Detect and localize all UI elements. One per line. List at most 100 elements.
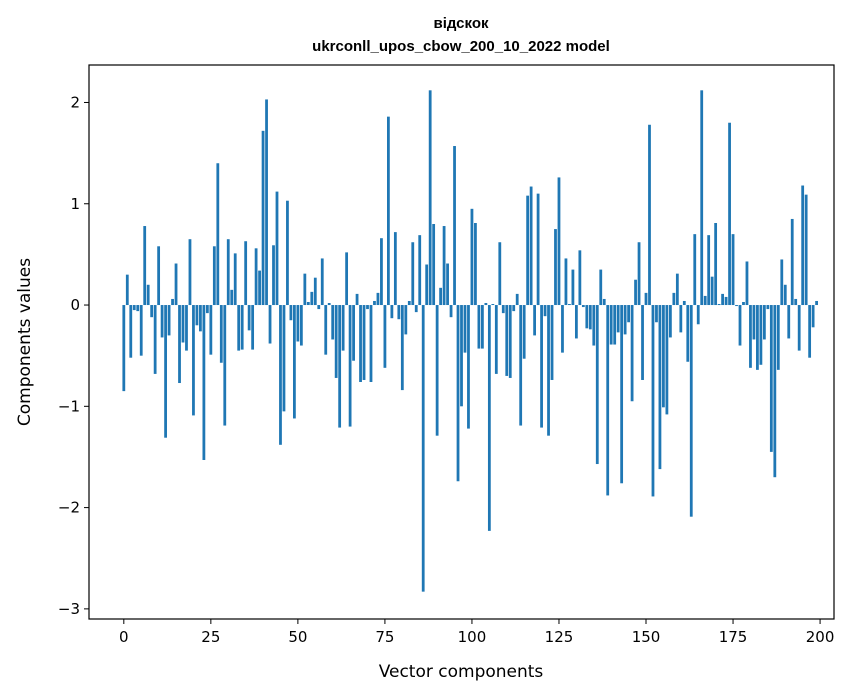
bar-140 <box>609 305 613 345</box>
bar-5 <box>139 305 143 356</box>
bar-126 <box>561 305 564 353</box>
bar-72 <box>373 300 376 306</box>
x-tick-label: 0 <box>119 628 129 646</box>
bar-25 <box>209 305 213 355</box>
bar-130 <box>574 305 578 339</box>
bar-196 <box>804 194 808 306</box>
bar-37 <box>251 305 255 350</box>
bar-38 <box>254 248 258 306</box>
bar-74 <box>380 238 383 306</box>
bar-172 <box>721 293 724 306</box>
bar-43 <box>272 245 275 306</box>
bar-90 <box>435 305 439 436</box>
bar-155 <box>662 305 665 408</box>
y-tick-label: 2 <box>70 93 80 111</box>
bar-99 <box>467 305 470 429</box>
bar-143 <box>620 305 624 484</box>
y-tick-label: −2 <box>58 499 80 517</box>
bar-186 <box>769 305 773 452</box>
bar-14 <box>171 298 174 306</box>
bar-115 <box>522 305 526 359</box>
bar-13 <box>167 305 171 336</box>
bar-162 <box>686 305 690 362</box>
bar-35 <box>244 241 248 306</box>
bar-190 <box>783 284 787 306</box>
bar-132 <box>581 305 585 308</box>
bar-173 <box>724 296 728 306</box>
bar-136 <box>595 305 599 465</box>
bar-189 <box>780 259 784 306</box>
bar-44 <box>275 191 279 306</box>
bar-166 <box>700 90 704 306</box>
bar-167 <box>703 295 707 306</box>
bar-103 <box>481 305 484 349</box>
bar-24 <box>205 305 209 314</box>
bar-157 <box>668 305 672 338</box>
bar-65 <box>348 305 352 427</box>
bar-122 <box>547 305 550 436</box>
bar-128 <box>568 304 571 306</box>
bar-97 <box>460 305 463 407</box>
bar-67 <box>355 293 359 306</box>
bar-116 <box>526 195 530 306</box>
bar-131 <box>578 250 582 306</box>
bar-64 <box>345 252 349 306</box>
bar-19 <box>188 239 192 306</box>
bar-154 <box>658 305 662 470</box>
bar-175 <box>731 234 735 306</box>
x-tick-label: 150 <box>632 628 661 646</box>
bar-8 <box>150 305 154 318</box>
bar-77 <box>390 305 394 319</box>
bar-198 <box>811 305 815 328</box>
bar-54 <box>310 291 314 306</box>
bar-134 <box>588 305 592 330</box>
bar-124 <box>554 229 557 306</box>
bar-85 <box>418 235 422 306</box>
bar-138 <box>602 298 606 306</box>
bar-180 <box>749 305 752 368</box>
bar-105 <box>487 305 491 531</box>
bar-53 <box>306 301 310 306</box>
bar-79 <box>397 305 401 320</box>
bar-10 <box>157 246 161 306</box>
bar-142 <box>616 305 620 333</box>
bar-22 <box>199 305 202 332</box>
bar-181 <box>752 305 756 340</box>
bar-41 <box>265 99 268 306</box>
bar-165 <box>696 305 700 325</box>
bar-21 <box>195 305 199 326</box>
bar-195 <box>801 185 805 306</box>
chart-subtitle: ukrconll_upos_cbow_200_10_2022 model <box>312 38 610 55</box>
bar-12 <box>164 305 167 438</box>
chart-title: відскок <box>433 15 489 32</box>
bar-81 <box>404 305 408 335</box>
bar-66 <box>352 305 355 361</box>
bars-group <box>122 90 818 592</box>
x-tick-label: 75 <box>375 628 394 646</box>
bar-117 <box>529 186 533 306</box>
bar-177 <box>738 305 742 346</box>
bar-108 <box>498 242 502 306</box>
y-axis: −3 −2 −1 0 1 2 <box>58 93 89 618</box>
bar-27 <box>216 163 220 306</box>
bar-23 <box>202 305 206 460</box>
x-tick-label: 175 <box>719 628 748 646</box>
bar-110 <box>505 305 509 376</box>
bar-16 <box>178 305 181 384</box>
bar-78 <box>393 232 397 306</box>
bar-137 <box>599 269 603 306</box>
bar-199 <box>815 300 818 306</box>
bar-76 <box>387 116 390 306</box>
bar-114 <box>519 305 523 426</box>
bar-89 <box>432 224 436 306</box>
bar-73 <box>376 292 380 306</box>
plot-frame <box>88 64 835 620</box>
bar-0 <box>122 305 126 392</box>
bar-147 <box>634 279 637 306</box>
bar-92 <box>442 226 446 306</box>
bar-139 <box>606 305 610 496</box>
bar-160 <box>679 305 683 333</box>
bar-59 <box>327 303 331 306</box>
bar-111 <box>508 305 512 378</box>
